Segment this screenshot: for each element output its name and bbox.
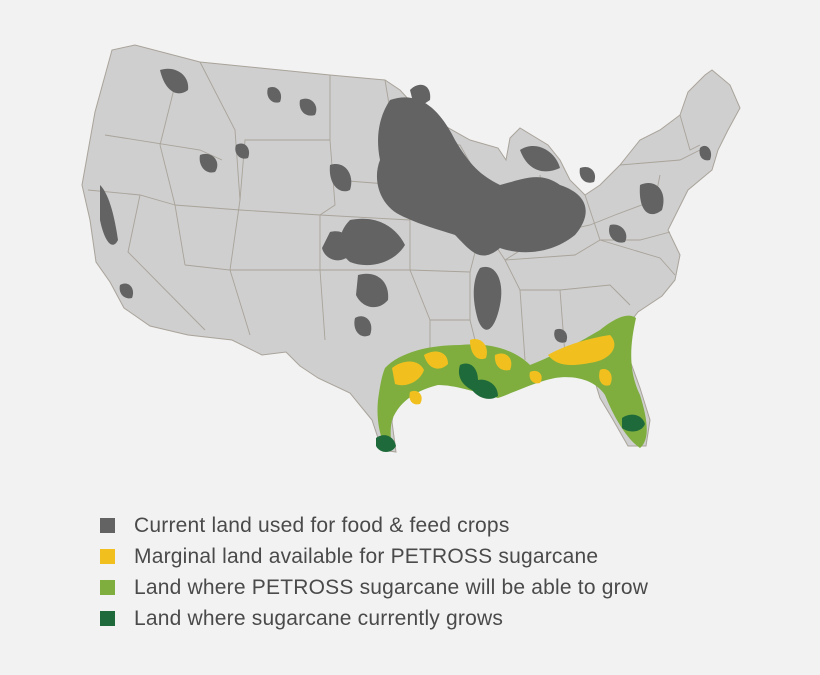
- marginal-land-regions: [392, 335, 615, 405]
- us-map-svg: [81, 44, 741, 453]
- legend-swatch-marginal: [100, 549, 115, 564]
- legend-swatch-able-to-grow: [100, 580, 115, 595]
- legend-swatch-currently-grows: [100, 611, 115, 626]
- legend: Current land used for food & feed crops …: [100, 510, 780, 634]
- legend-item-currently-grows: Land where sugarcane currently grows: [100, 603, 780, 634]
- legend-swatch-food-feed: [100, 518, 115, 533]
- legend-label-food-feed: Current land used for food & feed crops: [134, 513, 510, 537]
- legend-label-currently-grows: Land where sugarcane currently grows: [134, 606, 504, 630]
- legend-item-food-feed: Current land used for food & feed crops: [100, 510, 780, 541]
- legend-item-marginal: Marginal land available for PETROSS suga…: [100, 541, 780, 572]
- us-map: [81, 44, 741, 453]
- food-feed-crops-regions: [100, 68, 712, 343]
- legend-label-marginal: Marginal land available for PETROSS suga…: [134, 544, 599, 568]
- currently-grows-regions: [376, 363, 645, 452]
- legend-item-able-to-grow: Land where PETROSS sugarcane will be abl…: [100, 572, 780, 603]
- legend-label-able-to-grow: Land where PETROSS sugarcane will be abl…: [134, 575, 649, 599]
